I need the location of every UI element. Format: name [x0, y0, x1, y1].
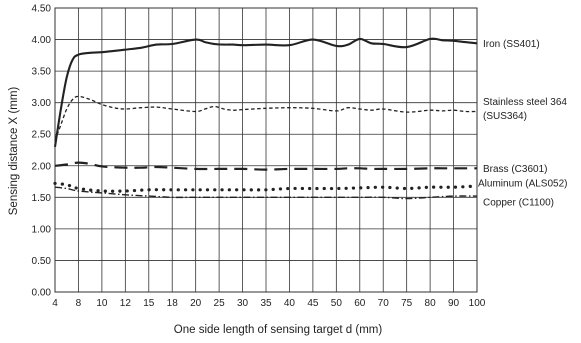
x-tick-label: 70: [378, 298, 390, 309]
y-tick-label: 0.00: [32, 288, 52, 299]
y-tick-labels: 0.00 0.50 1.00 1.50 2.00 2.50 3.00 3.50 4.00 4.50: [32, 4, 52, 299]
x-tick-label: 15: [143, 298, 155, 309]
y-tick-label: 2.50: [32, 130, 52, 141]
series-line-0: [53, 37, 478, 147]
x-tick-label: 12: [120, 298, 132, 309]
x-tick-labels: 4 8 10 12 15 18 20 25 30 35 40 45 50 60 70 75 80 90 100: [52, 298, 486, 309]
x-tick-label: 90: [448, 298, 460, 309]
series-label-1: Stainless steel 364: [483, 97, 567, 108]
y-tick-label: 3.00: [32, 98, 52, 109]
x-tick-label: 45: [307, 298, 319, 309]
x-axis-title: One side length of sensing target d (mm): [174, 324, 383, 336]
x-tick-label: 50: [331, 298, 343, 309]
y-tick-label: 4.00: [32, 35, 52, 46]
x-tick-label: 4: [52, 298, 58, 309]
series-label-1: (SUS364): [483, 111, 527, 122]
y-tick-label: 1.50: [32, 193, 52, 204]
x-tick-label: 100: [469, 298, 486, 309]
x-tick-label: 10: [96, 298, 108, 309]
series-labels: Iron (SS401) Stainless steel 364 (SUS364) B…: [478, 39, 567, 209]
x-tick-label: 80: [425, 298, 437, 309]
series-line-1: [54, 95, 478, 141]
x-tick-label: 60: [354, 298, 366, 309]
x-tick-label: 35: [260, 298, 272, 309]
y-tick-label: 4.50: [32, 4, 52, 15]
y-axis-title: Sensing distance X (mm): [8, 87, 20, 216]
series-line-4: [54, 186, 478, 200]
series-label-2: Brass (C3601): [483, 164, 547, 175]
series-label-4: Copper (C1100): [483, 198, 554, 209]
x-tick-label: 20: [190, 298, 202, 309]
series-line-3: [53, 181, 479, 193]
y-tick-label: 3.50: [32, 67, 52, 78]
x-tick-label: 18: [167, 298, 179, 309]
grid: [54, 7, 478, 293]
y-tick-label: 0.50: [32, 256, 52, 267]
y-tick-label: 2.00: [32, 161, 52, 172]
x-tick-label: 30: [237, 298, 249, 309]
series-label-0: Iron (SS401): [483, 39, 540, 50]
x-tick-label: 8: [76, 298, 82, 309]
x-tick-label: 25: [214, 298, 226, 309]
series-lines: [53, 37, 479, 200]
x-tick-label: 75: [401, 298, 413, 309]
series-label-3: Aluminum (ALS052): [478, 178, 567, 189]
series-line-2: [54, 161, 477, 171]
y-tick-label: 1.00: [32, 224, 52, 235]
x-tick-label: 40: [284, 298, 296, 309]
